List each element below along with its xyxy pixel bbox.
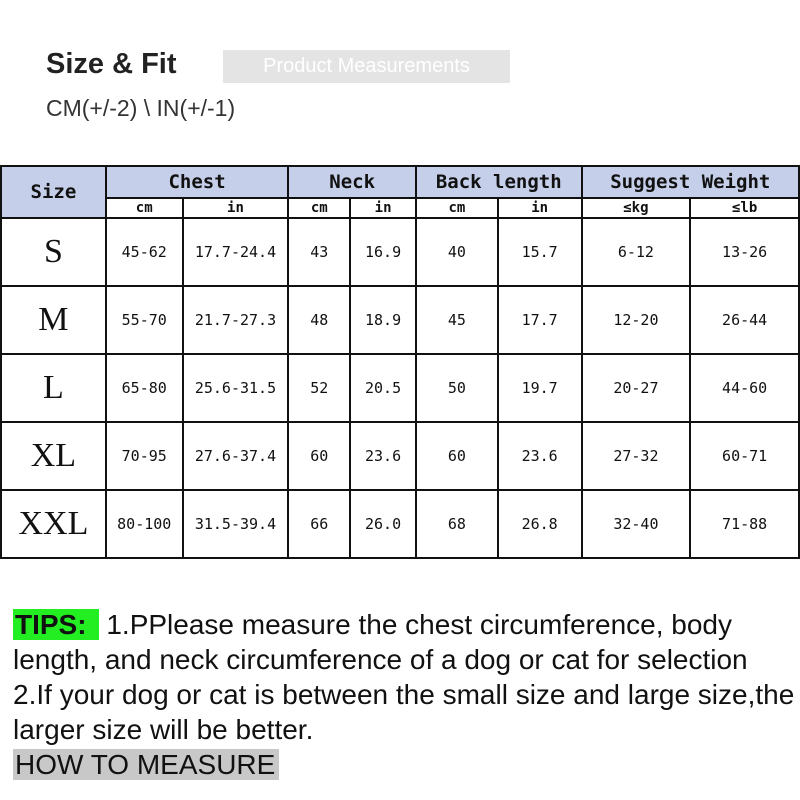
measurement-cell: 20.5 xyxy=(349,353,417,423)
table-row: XL 70-95 27.6-37.4 60 23.6 60 23.6 27-32 60-71 xyxy=(0,421,800,491)
measurement-cell: 31.5-39.4 xyxy=(181,489,290,559)
unit-header: in xyxy=(496,197,583,219)
measurement-cell: 60 xyxy=(287,421,352,491)
size-chart-table: Size Chest Neck Back length Suggest Weig… xyxy=(0,165,800,559)
measurement-cell: 15.7 xyxy=(496,217,583,287)
units-tolerance: CM(+/-2) \ IN(+/-1) xyxy=(46,95,236,121)
measurement-cell: 26-44 xyxy=(689,285,800,355)
measurement-cell: 50 xyxy=(415,353,499,423)
measurement-cell: 43 xyxy=(287,217,352,287)
size-cell: XXL xyxy=(0,489,107,559)
measurement-cell: 52 xyxy=(287,353,352,423)
measurement-cell: 32-40 xyxy=(580,489,692,559)
measurement-cell: 17.7-24.4 xyxy=(181,217,290,287)
size-cell: L xyxy=(0,353,107,423)
size-cell: S xyxy=(0,217,107,287)
measurement-cell: 16.9 xyxy=(349,217,417,287)
unit-header: cm xyxy=(104,197,184,219)
table-row: M 55-70 21.7-27.3 48 18.9 45 17.7 12-20 26-44 xyxy=(0,285,800,355)
measurement-cell: 60-71 xyxy=(689,421,800,491)
unit-header: in xyxy=(181,197,290,219)
measurement-cell: 80-100 xyxy=(104,489,184,559)
measurement-cell: 26.8 xyxy=(496,489,583,559)
measurement-cell: 26.0 xyxy=(349,489,417,559)
suggest-weight-header: Suggest Weight xyxy=(580,165,800,199)
measurement-cell: 55-70 xyxy=(104,285,184,355)
measurement-cell: 13-26 xyxy=(689,217,800,287)
unit-header: cm xyxy=(415,197,499,219)
measurement-cell: 21.7-27.3 xyxy=(181,285,290,355)
measurement-cell: 18.9 xyxy=(349,285,417,355)
measurement-cell: 60 xyxy=(415,421,499,491)
measurement-cell: 6-12 xyxy=(580,217,692,287)
unit-header: in xyxy=(349,197,417,219)
page-title: Size & Fit xyxy=(46,48,177,80)
measurement-cell: 45 xyxy=(415,285,499,355)
measurement-cell: 44-60 xyxy=(689,353,800,423)
tips-section: TIPS: 1.PPlease measure the chest circum… xyxy=(13,607,800,782)
measurement-cell: 23.6 xyxy=(496,421,583,491)
how-to-measure-label: HOW TO MEASURE xyxy=(13,749,280,780)
unit-header: cm xyxy=(287,197,352,219)
table-row: XXL 80-100 31.5-39.4 66 26.0 68 26.8 32-40 71-88 xyxy=(0,489,800,559)
size-cell: M xyxy=(0,285,107,355)
measurement-cell: 45-62 xyxy=(104,217,184,287)
measurement-cell: 19.7 xyxy=(496,353,583,423)
measurement-cell: 12-20 xyxy=(580,285,692,355)
measurement-cell: 25.6-31.5 xyxy=(181,353,290,423)
measurement-cell: 40 xyxy=(415,217,499,287)
measurement-cell: 27-32 xyxy=(580,421,692,491)
measurement-cell: 23.6 xyxy=(349,421,417,491)
chest-header: Chest xyxy=(104,165,290,199)
measurement-cell: 27.6-37.4 xyxy=(181,421,290,491)
measurement-cell: 20-27 xyxy=(580,353,692,423)
tip-2: 2.If your dog or cat is between the smal… xyxy=(13,679,795,745)
measurement-cell: 71-88 xyxy=(689,489,800,559)
measurement-cell: 17.7 xyxy=(496,285,583,355)
unit-header: ≤lb xyxy=(689,197,800,219)
table-row: L 65-80 25.6-31.5 52 20.5 50 19.7 20-27 44-60 xyxy=(0,353,800,423)
product-measurements-badge: Product Measurements xyxy=(223,50,510,83)
size-cell: XL xyxy=(0,421,107,491)
measurement-cell: 65-80 xyxy=(104,353,184,423)
measurement-cell: 68 xyxy=(415,489,499,559)
neck-header: Neck xyxy=(287,165,417,199)
measurement-cell: 48 xyxy=(287,285,352,355)
back-length-header: Back length xyxy=(415,165,583,199)
tips-label: TIPS: xyxy=(13,609,99,640)
unit-header: ≤kg xyxy=(580,197,692,219)
table-row: S 45-62 17.7-24.4 43 16.9 40 15.7 6-12 13-26 xyxy=(0,217,800,287)
size-header: Size xyxy=(0,165,107,219)
measurement-cell: 70-95 xyxy=(104,421,184,491)
tip-1: 1.PPlease measure the chest circumferenc… xyxy=(13,609,748,675)
measurement-cell: 66 xyxy=(287,489,352,559)
